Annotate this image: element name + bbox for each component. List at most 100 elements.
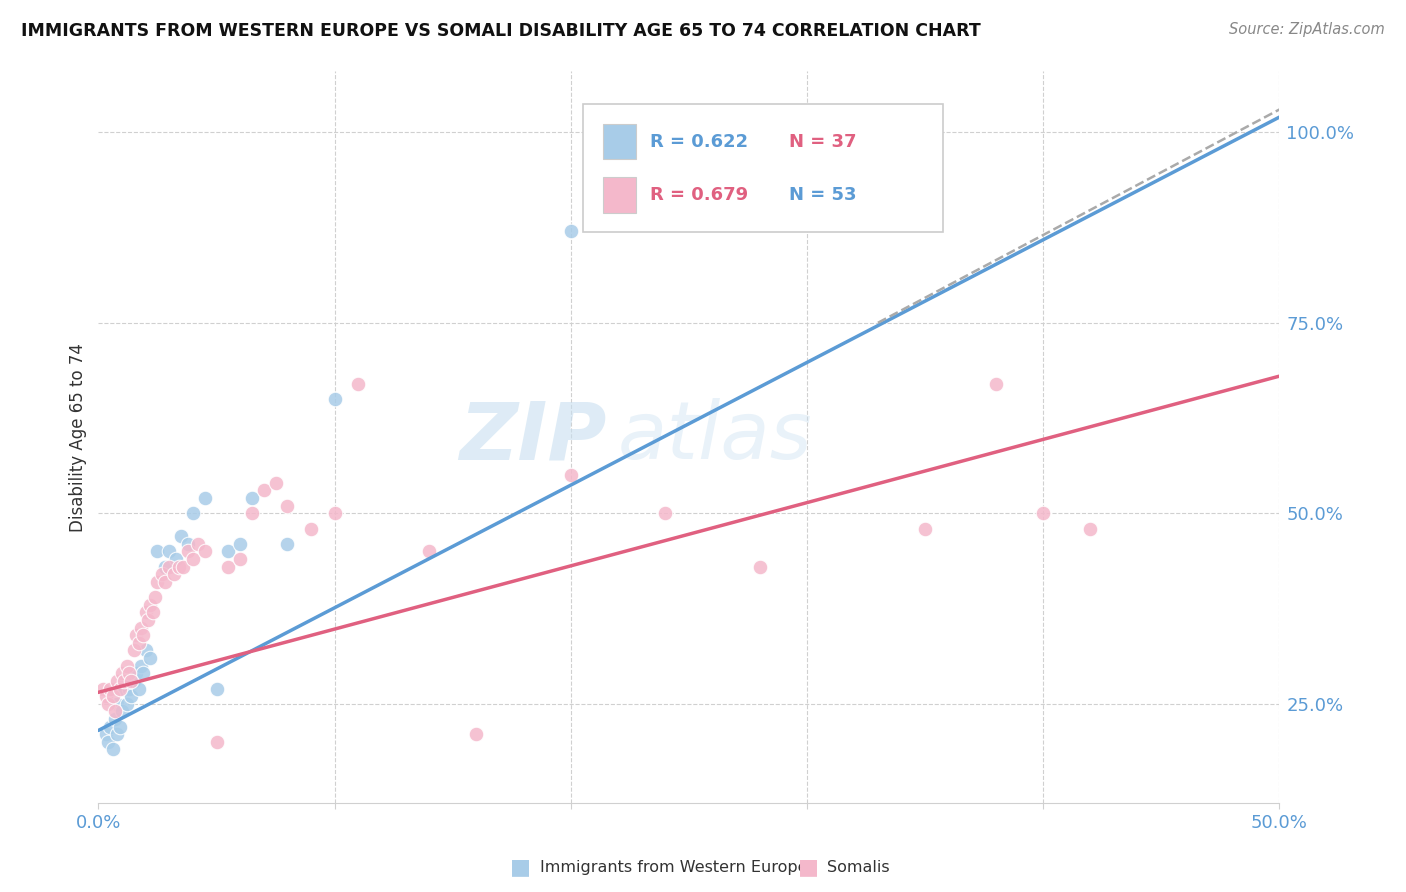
Point: [122, 643, 145, 657]
Text: ■: ■: [510, 857, 530, 877]
Point: [132, 666, 155, 681]
Point: [418, 544, 440, 558]
Point: [194, 544, 217, 558]
Point: [135, 605, 157, 619]
Point: [264, 475, 287, 490]
Point: [139, 598, 162, 612]
Point: [121, 673, 143, 688]
Point: [135, 643, 157, 657]
Point: [108, 681, 131, 696]
Point: [217, 544, 239, 558]
Point: [181, 552, 204, 566]
Point: [347, 376, 370, 391]
Point: [177, 537, 200, 551]
Point: [229, 552, 252, 566]
Point: [163, 567, 186, 582]
Point: [153, 574, 176, 589]
Point: [323, 506, 346, 520]
Point: [153, 559, 176, 574]
Text: Source: ZipAtlas.com: Source: ZipAtlas.com: [1229, 22, 1385, 37]
Point: [276, 499, 298, 513]
Point: [128, 681, 150, 696]
Point: [125, 628, 148, 642]
Point: [128, 636, 150, 650]
Point: [139, 651, 162, 665]
Point: [748, 559, 770, 574]
Point: [984, 376, 1007, 391]
Text: Immigrants from Western Europe: Immigrants from Western Europe: [540, 860, 807, 874]
Point: [129, 658, 152, 673]
Point: [98, 681, 121, 696]
Y-axis label: Disability Age 65 to 74: Disability Age 65 to 74: [69, 343, 87, 532]
Point: [143, 590, 166, 604]
Point: [104, 705, 127, 719]
Point: [115, 658, 138, 673]
Point: [194, 491, 217, 505]
Point: [465, 727, 488, 741]
Point: [181, 506, 204, 520]
Point: [1032, 506, 1054, 520]
Point: [94, 689, 117, 703]
Point: [229, 537, 252, 551]
Point: [165, 552, 187, 566]
Bar: [603, 124, 636, 159]
Point: [903, 125, 925, 139]
Point: [654, 506, 676, 520]
Point: [167, 559, 190, 574]
Text: R = 0.622: R = 0.622: [650, 133, 748, 151]
Point: [112, 673, 135, 688]
Point: [323, 392, 346, 406]
Text: N = 37: N = 37: [789, 133, 856, 151]
Point: [146, 574, 169, 589]
Point: [240, 491, 263, 505]
Point: [150, 567, 173, 582]
Point: [914, 521, 936, 535]
Point: [122, 673, 145, 688]
Point: [855, 125, 877, 139]
Point: [132, 628, 155, 642]
Point: [105, 727, 128, 741]
Point: [240, 506, 263, 520]
Point: [172, 559, 194, 574]
Point: [94, 727, 117, 741]
Text: atlas: atlas: [619, 398, 813, 476]
Point: [101, 742, 124, 756]
Point: [177, 544, 200, 558]
Point: [187, 537, 209, 551]
Point: [217, 559, 239, 574]
Point: [560, 468, 582, 483]
Point: [98, 720, 121, 734]
Text: N = 53: N = 53: [789, 186, 856, 204]
Point: [1080, 521, 1102, 535]
Point: [105, 673, 128, 688]
Bar: [603, 178, 636, 212]
Point: [118, 681, 141, 696]
Point: [97, 735, 120, 749]
Point: [121, 689, 143, 703]
Point: [118, 666, 141, 681]
FancyBboxPatch shape: [582, 104, 943, 232]
Point: [560, 224, 582, 238]
Point: [146, 544, 169, 558]
Point: [104, 712, 127, 726]
Point: [142, 605, 165, 619]
Point: [112, 681, 135, 696]
Point: [136, 613, 159, 627]
Text: IMMIGRANTS FROM WESTERN EUROPE VS SOMALI DISABILITY AGE 65 TO 74 CORRELATION CHA: IMMIGRANTS FROM WESTERN EUROPE VS SOMALI…: [21, 22, 981, 40]
Point: [125, 666, 148, 681]
Point: [129, 621, 152, 635]
Point: [299, 521, 322, 535]
Point: [111, 666, 134, 681]
Point: [157, 559, 180, 574]
Point: [276, 537, 298, 551]
Point: [253, 483, 276, 498]
Point: [97, 697, 120, 711]
Point: [101, 689, 124, 703]
Text: ■: ■: [799, 857, 818, 877]
Point: [105, 697, 128, 711]
Point: [157, 544, 180, 558]
Point: [115, 697, 138, 711]
Text: Somalis: Somalis: [827, 860, 890, 874]
Text: ZIP: ZIP: [458, 398, 606, 476]
Text: R = 0.679: R = 0.679: [650, 186, 748, 204]
